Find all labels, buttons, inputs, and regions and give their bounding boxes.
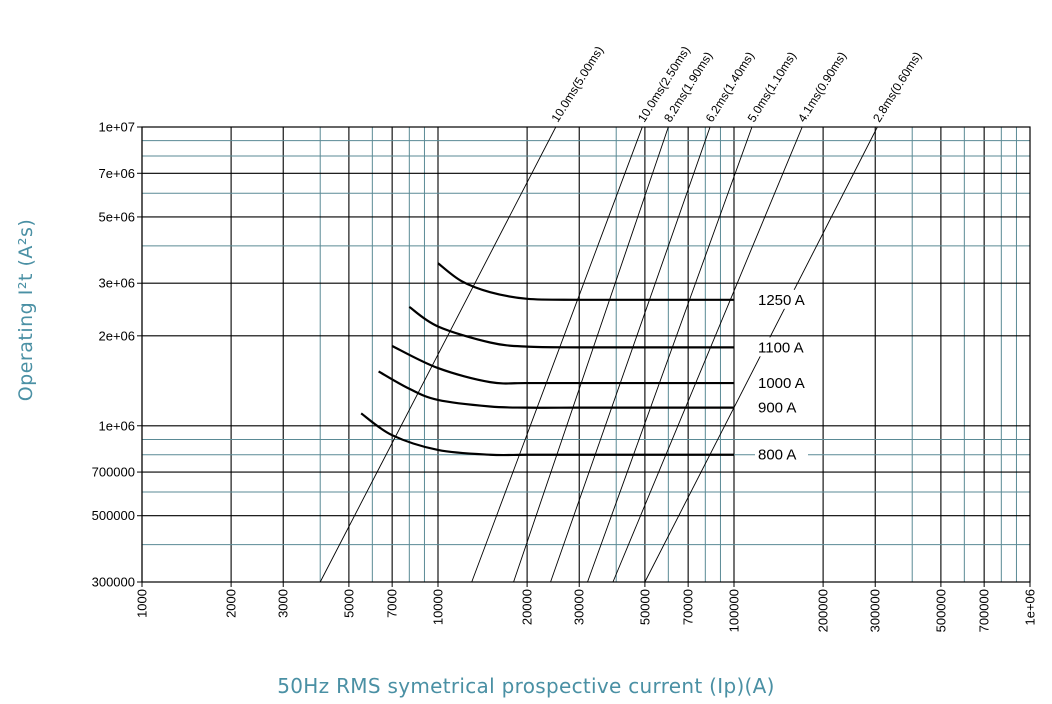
y-axis-title-container: Operating I²t (A²s) xyxy=(0,0,50,704)
y-tick-label: 500000 xyxy=(92,508,135,523)
series-label: 1000 A xyxy=(758,375,805,392)
y-tick-label: 1e+07 xyxy=(98,120,135,135)
reference-line xyxy=(471,126,643,583)
x-tick-label: 500000 xyxy=(933,589,948,632)
x-tick-label: 20000 xyxy=(520,589,535,625)
y-tick-label: 300000 xyxy=(92,575,135,590)
series-label: 900 A xyxy=(758,400,796,417)
x-tick-label: 300000 xyxy=(868,589,883,632)
series-label-bg xyxy=(755,444,808,464)
x-tick-label: 7000 xyxy=(385,589,400,618)
series-label: 1100 A xyxy=(758,339,804,356)
grid xyxy=(141,126,1030,583)
x-tick-label: 2000 xyxy=(224,589,239,618)
reference-line xyxy=(550,126,711,583)
reference-line xyxy=(319,126,557,583)
reference-line-label: 10.0ms(5.00ms) xyxy=(548,44,606,125)
axes: 300000 500000 700000 1e+06 2e+06 3e+06 5e+06 7e… xyxy=(92,120,1038,633)
reference-line-label: 2.8ms(0.60ms) xyxy=(870,49,924,124)
x-tick-label: 5000 xyxy=(341,589,356,618)
x-tick-label: 1e+06 xyxy=(1023,589,1038,626)
series-curve xyxy=(360,412,734,457)
x-tick-label: 70000 xyxy=(681,589,696,625)
y-tick-label: 2e+06 xyxy=(98,328,135,343)
series-label: 800 A xyxy=(758,447,796,464)
series-curves: 1250 A 1100 A 1000 A 900 A 800 A xyxy=(360,262,817,464)
x-tick-label: 50000 xyxy=(637,589,652,625)
y-axis-title: Operating I²t (A²s) xyxy=(15,218,37,402)
reference-line xyxy=(513,126,669,583)
x-tick-label: 10000 xyxy=(431,589,446,625)
x-tick-label: 30000 xyxy=(572,589,587,625)
series-label-bg xyxy=(755,373,817,393)
reference-line xyxy=(612,126,803,583)
x-tick-label: 100000 xyxy=(727,589,742,632)
series-curve xyxy=(391,344,734,385)
x-tick-label: 1000 xyxy=(135,589,150,618)
reference-lines: 10.0ms(5.00ms) 10.0ms(2.50ms)8.2ms(1.90ms… xyxy=(319,44,924,583)
series-curve xyxy=(378,370,734,409)
x-tick-label: 3000 xyxy=(276,589,291,618)
y-tick-label: 700000 xyxy=(92,465,135,480)
series-label-bg xyxy=(755,337,817,357)
x-tick-label: 700000 xyxy=(977,589,992,632)
series-curve xyxy=(437,262,734,301)
series-curve xyxy=(408,305,734,349)
y-tick-label: 3e+06 xyxy=(98,276,135,291)
series-label-bg xyxy=(755,289,817,309)
x-axis-title: 50Hz RMS symetrical prospective current … xyxy=(277,674,775,698)
plot-frame xyxy=(141,126,1031,583)
y-tick-label: 5e+06 xyxy=(98,209,135,224)
series-label-bg xyxy=(755,397,808,417)
y-tick-label: 7e+06 xyxy=(98,166,135,181)
reference-line-label: 4.1ms(0.90ms) xyxy=(795,49,849,124)
x-tick-label: 200000 xyxy=(816,589,831,632)
reference-line xyxy=(587,126,753,583)
y-tick-label: 1e+06 xyxy=(98,418,135,433)
series-label: 1250 A xyxy=(758,292,805,309)
